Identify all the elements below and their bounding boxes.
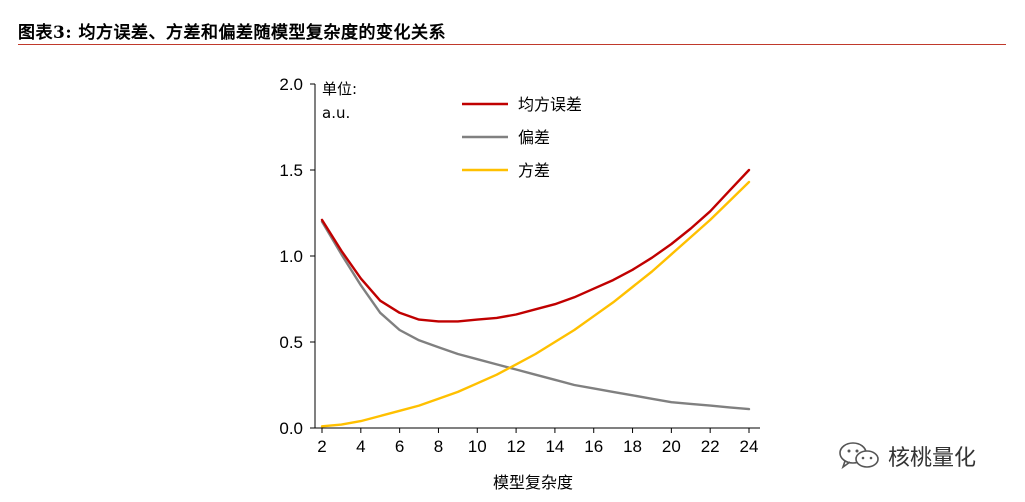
x-tick-label: 10 <box>468 437 487 456</box>
watermark-text: 核桃量化 <box>888 446 977 471</box>
wechat-chat-bubbles-icon <box>839 442 879 470</box>
chart-labels: 单位: a.u. 模型复杂度 <box>322 80 573 492</box>
legend-label-0: 均方误差 <box>518 95 582 114</box>
header-divider <box>18 44 1006 45</box>
x-tick-label: 20 <box>662 437 681 456</box>
watermark: 核桃量化 <box>838 438 976 474</box>
x-tick-label: 14 <box>545 437 564 456</box>
y-tick-label: 1.5 <box>279 161 303 180</box>
series-line-2 <box>320 180 751 428</box>
legend-label-1: 偏差 <box>518 128 550 147</box>
figure-header: 图表3: 均方误差、方差和偏差随模型复杂度的变化关系 <box>18 12 1008 46</box>
unit-value: a.u. <box>322 104 350 122</box>
legend-label-2: 方差 <box>518 161 550 180</box>
x-tick-label: 24 <box>740 437 759 456</box>
chart-series <box>320 168 751 428</box>
series-line-0 <box>320 168 751 323</box>
y-tick-label: 2.0 <box>279 75 303 94</box>
y-tick-label: 0.0 <box>279 419 303 438</box>
x-tick-label: 16 <box>584 437 603 456</box>
unit-label: 单位: <box>322 80 357 98</box>
series-line-1 <box>320 220 751 411</box>
y-tick-label: 1.0 <box>279 247 303 266</box>
x-tick-label: 2 <box>317 437 326 456</box>
chart-axes: 0.00.51.01.52.02 4 6 8 10 12 14 16 18 20 22 24 <box>279 75 760 456</box>
x-tick-label: 8 <box>434 437 443 456</box>
x-tick-label: 22 <box>701 437 720 456</box>
x-tick-label: 4 <box>356 437 365 456</box>
x-tick-label: 6 <box>395 437 404 456</box>
x-tick-label: 12 <box>507 437 526 456</box>
x-tick-label: 18 <box>623 437 642 456</box>
x-axis-title: 模型复杂度 <box>493 473 573 492</box>
figure-title: 图表3: 均方误差、方差和偏差随模型复杂度的变化关系 <box>18 23 447 43</box>
y-tick-label: 0.5 <box>279 333 303 352</box>
